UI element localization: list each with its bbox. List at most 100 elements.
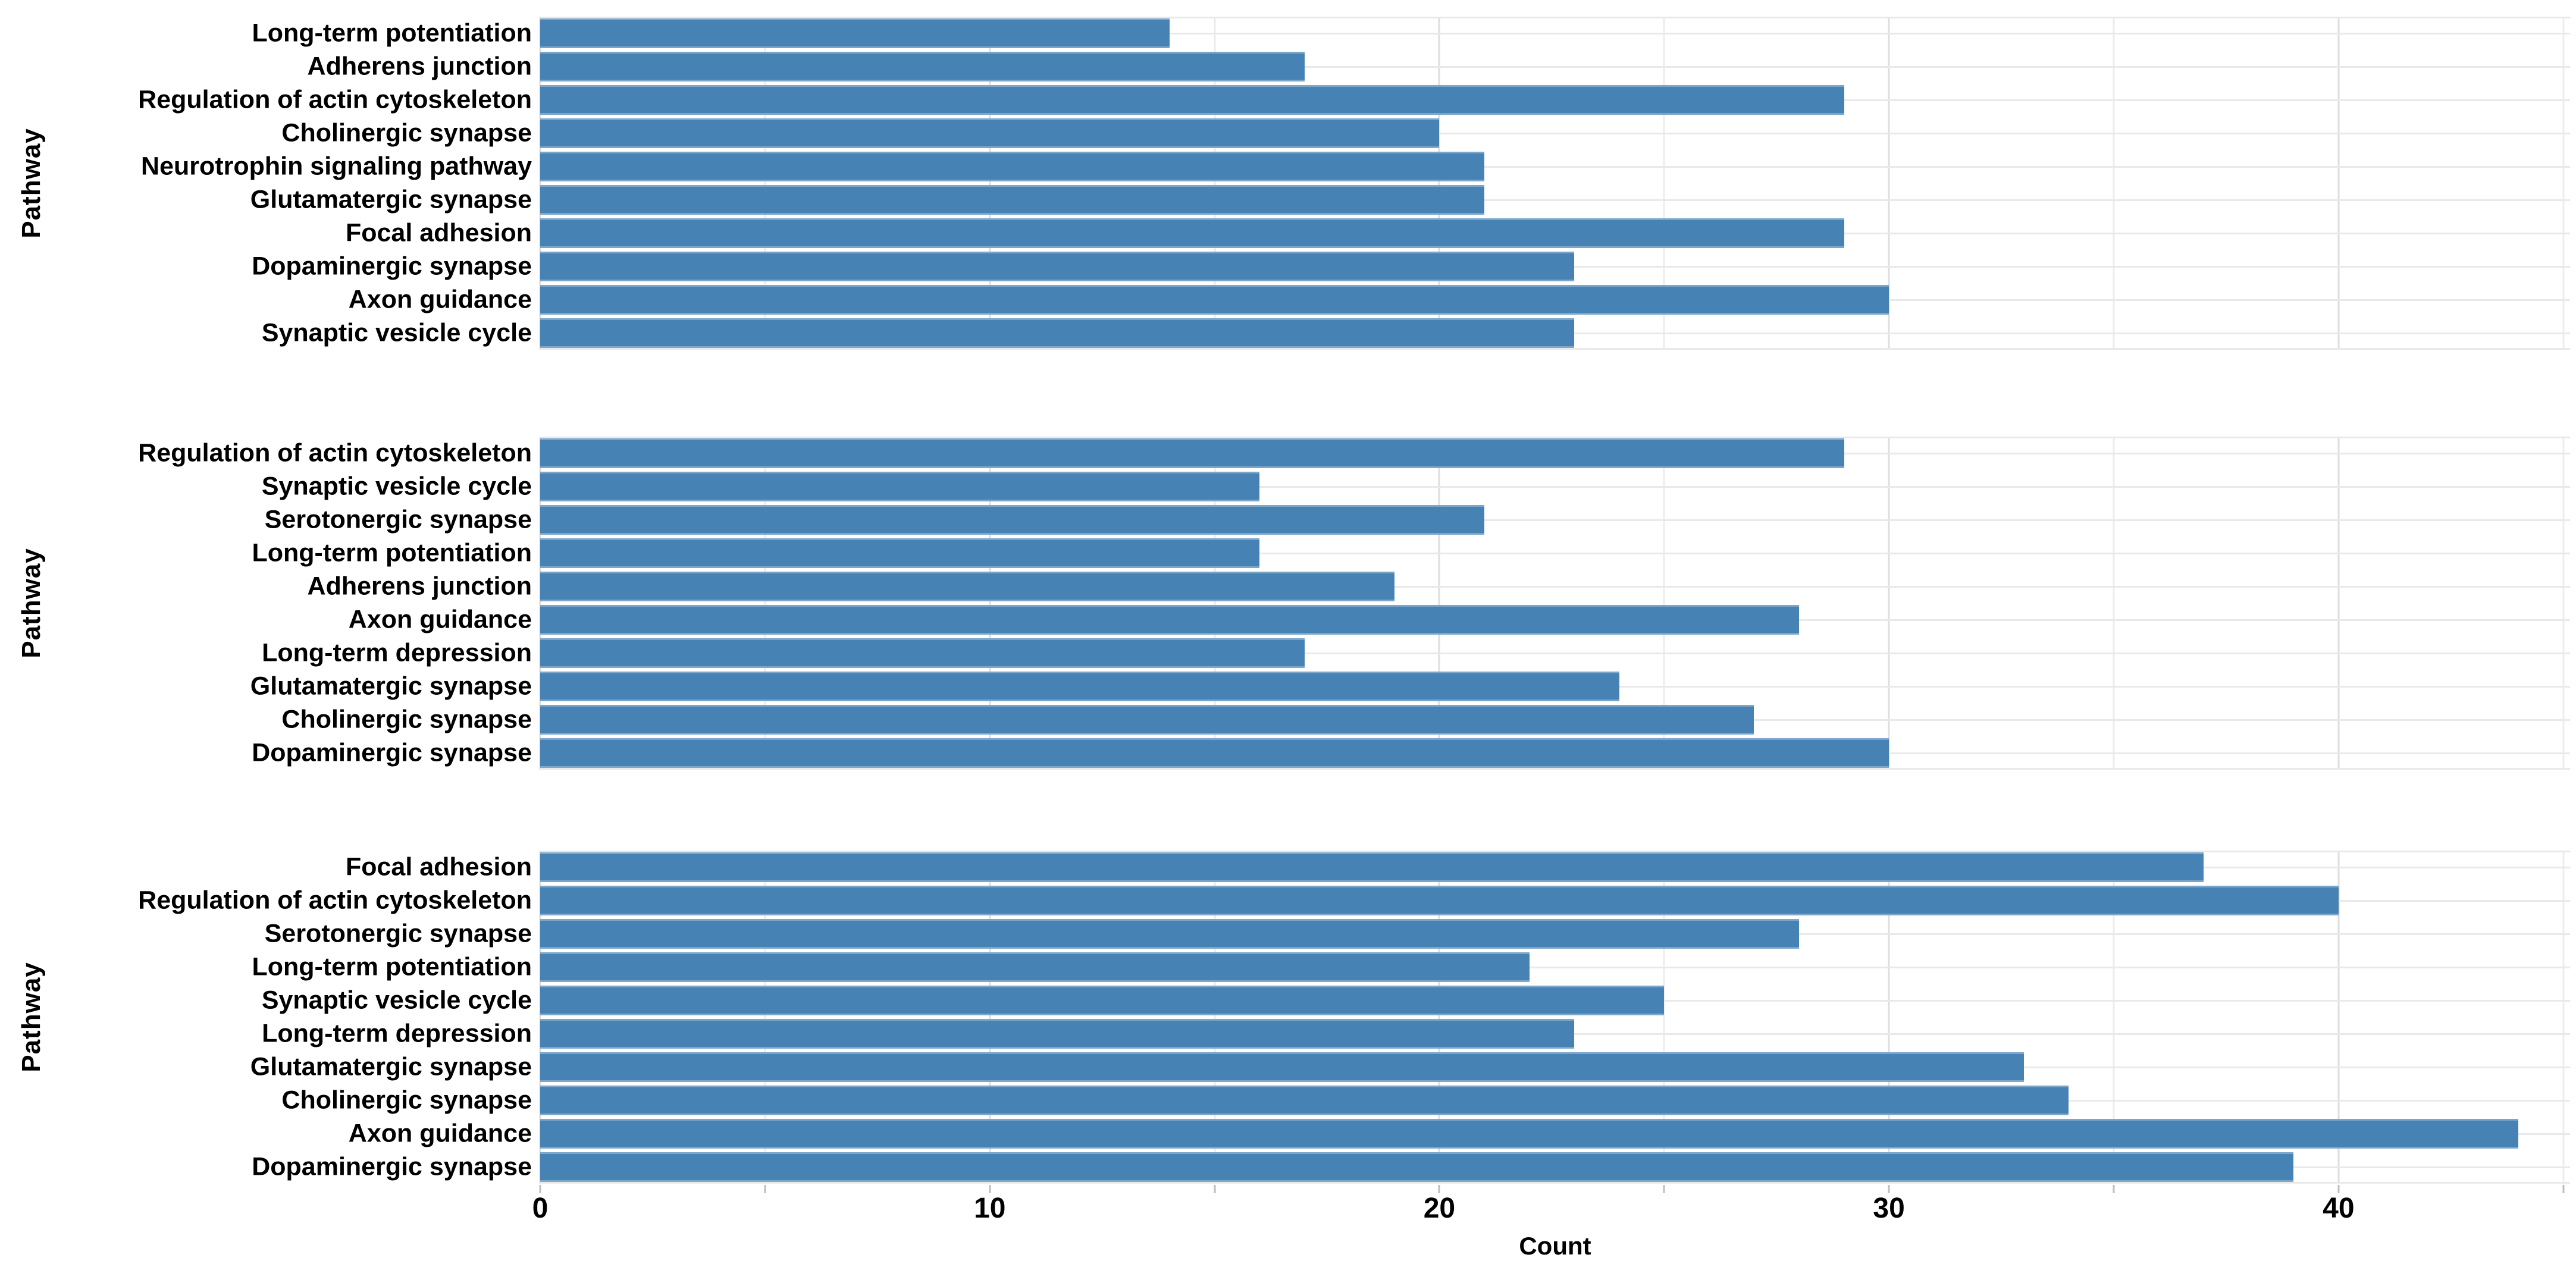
category-label: Synaptic vesicle cycle [261, 472, 532, 501]
bar [540, 919, 1799, 949]
v-gridline [989, 17, 991, 350]
h-gridline [540, 851, 2570, 852]
x-tick-label: 40 [2323, 1193, 2355, 1224]
bar [540, 572, 1394, 601]
category-label: Long-term potentiation [252, 18, 532, 48]
v-gridline [2113, 851, 2115, 1184]
category-label: Glutamatergic synapse [250, 185, 532, 214]
category-label: Cholinergic synapse [281, 1086, 532, 1115]
v-gridline [2562, 437, 2565, 770]
category-label: Regulation of actin cytoskeleton [138, 85, 532, 114]
bar [540, 505, 1484, 535]
panel-top: Pathway Long-term potentiation Adherens j… [0, 17, 2576, 350]
category-label: Serotonergic synapse [264, 919, 532, 948]
bar [540, 472, 1260, 501]
v-gridline [1214, 437, 1216, 770]
category-label: Adherens junction [307, 52, 532, 81]
bar [540, 52, 1305, 81]
v-gridline [2113, 437, 2115, 770]
panel-bottom: Pathway Focal adhesion Regulation of acti… [0, 851, 2576, 1184]
v-gridline [1438, 851, 1440, 1184]
bar [540, 952, 1530, 982]
v-gridline [2562, 17, 2565, 350]
v-gridline [764, 851, 766, 1184]
v-gridline [1438, 17, 1440, 350]
h-gridline [540, 1182, 2570, 1184]
category-label: Glutamatergic synapse [250, 1052, 532, 1081]
category-label: Dopaminergic synapse [252, 252, 532, 281]
h-gridline [540, 66, 2570, 68]
bar [540, 85, 1844, 115]
bar [540, 1152, 2294, 1182]
bar [540, 986, 1665, 1015]
v-gridline [1214, 851, 1216, 1184]
v-gridline [1888, 437, 1890, 770]
bar [540, 1086, 2069, 1115]
x-tick-mark [764, 1185, 766, 1193]
v-gridline [989, 851, 991, 1184]
v-gridline [539, 437, 541, 770]
bar [540, 605, 1799, 635]
v-gridline [539, 851, 541, 1184]
bar [540, 705, 1754, 735]
bar [540, 185, 1484, 215]
category-label: Neurotrophin signaling pathway [141, 152, 532, 181]
v-gridline [2562, 851, 2565, 1184]
bar [540, 285, 1889, 315]
h-gridline [540, 17, 2570, 18]
x-tick-mark [2113, 1185, 2115, 1193]
category-label: Long-term depression [262, 638, 532, 667]
h-gridline [540, 166, 2570, 168]
category-label: Regulation of actin cytoskeleton [138, 886, 532, 915]
category-label: Dopaminergic synapse [252, 738, 532, 767]
x-tick-mark [989, 1185, 991, 1193]
bar [540, 18, 1170, 48]
x-tick-mark [1438, 1185, 1440, 1193]
category-label: Axon guidance [348, 285, 532, 314]
v-gridline [2337, 437, 2340, 770]
category-label: Axon guidance [348, 1119, 532, 1148]
h-gridline [540, 348, 2570, 350]
v-gridline [1438, 437, 1440, 770]
bar [540, 538, 1260, 568]
x-tick-label: 10 [974, 1193, 1006, 1224]
category-label: Cholinergic synapse [281, 118, 532, 148]
bar [540, 318, 1575, 348]
v-gridline [2113, 17, 2115, 350]
category-label: Long-term depression [262, 1019, 532, 1048]
v-gridline [1888, 851, 1890, 1184]
plot-area [539, 17, 2570, 350]
h-gridline [540, 519, 2570, 521]
panel-middle: Pathway Regulation of actin cytoskeleton… [0, 437, 2576, 770]
x-axis-title: Count [1519, 1232, 1591, 1260]
h-gridline [540, 133, 2570, 134]
bar [540, 672, 1619, 701]
bar [540, 1019, 1575, 1049]
v-gridline [539, 17, 541, 350]
v-gridline [1888, 17, 1890, 350]
category-label: Synaptic vesicle cycle [261, 986, 532, 1015]
category-label: Long-term potentiation [252, 952, 532, 981]
x-tick-mark [2562, 1185, 2565, 1193]
category-label: Glutamatergic synapse [250, 672, 532, 701]
h-gridline [540, 486, 2570, 488]
category-label: Focal adhesion [345, 852, 532, 882]
bar [540, 118, 1440, 148]
x-tick-mark [1214, 1185, 1216, 1193]
bar [540, 638, 1305, 668]
category-label: Focal adhesion [345, 218, 532, 247]
bar [540, 738, 1889, 768]
x-tick-mark [539, 1185, 541, 1193]
v-gridline [1214, 17, 1216, 350]
h-gridline [540, 437, 2570, 438]
bar [540, 1119, 2519, 1149]
v-gridline [1663, 17, 1665, 350]
bar [540, 886, 2339, 915]
v-gridline [2337, 17, 2340, 350]
h-gridline [540, 768, 2570, 770]
plot-area [539, 851, 2570, 1184]
x-tick-mark [1888, 1185, 1890, 1193]
plot-area [539, 437, 2570, 770]
h-gridline [540, 33, 2570, 34]
x-tick-mark [2337, 1185, 2340, 1193]
